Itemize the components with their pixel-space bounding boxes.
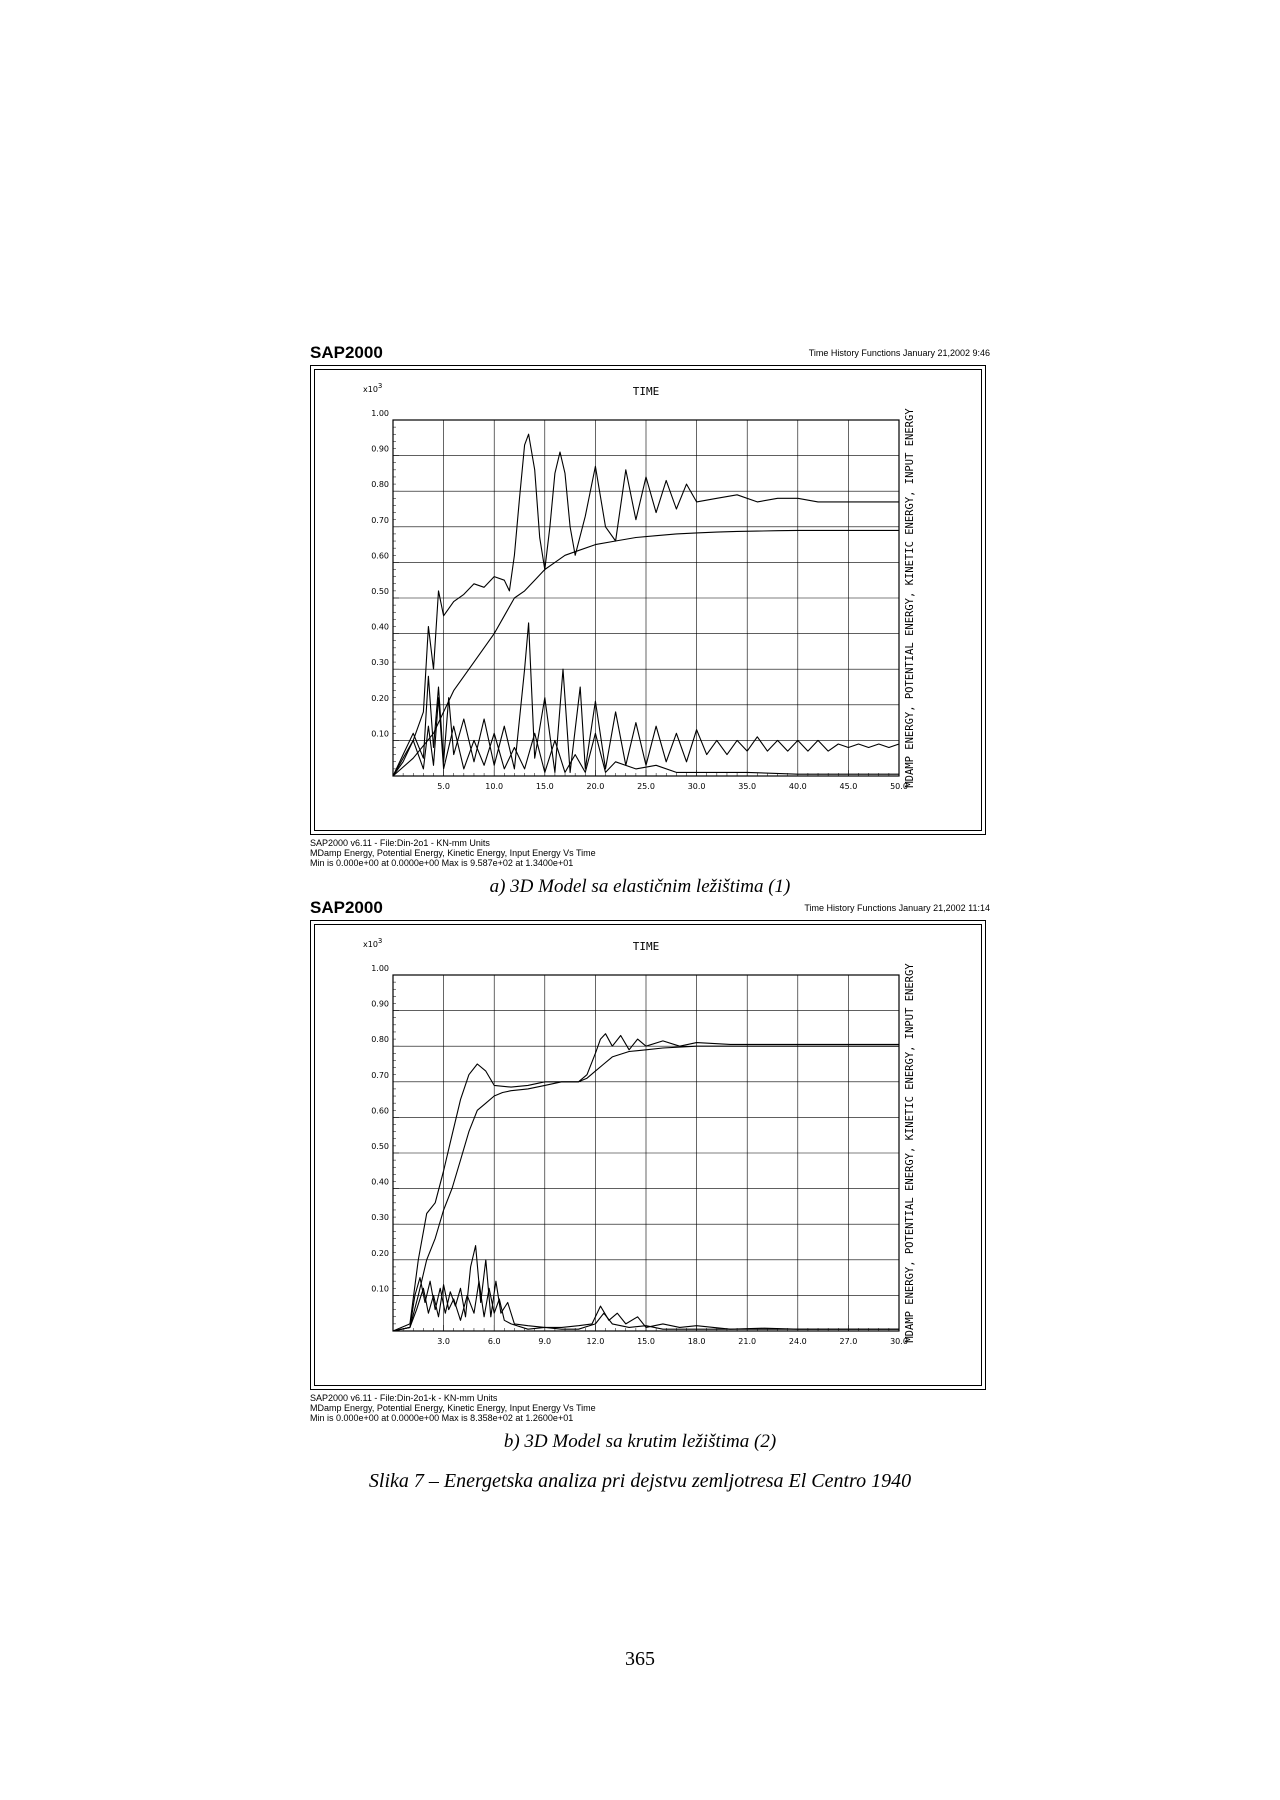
brand-label: SAP2000 [310,898,383,917]
y-multiplier-label: x103 [363,937,382,949]
x-tick-label: 30.0 [890,1337,908,1346]
y-tick-label: 1.00 [371,409,389,418]
x-tick-label: 3.0 [437,1337,450,1346]
x-tick-label: 18.0 [688,1337,706,1346]
y-tick-label: 0.30 [371,1213,389,1222]
x-tick-label: 21.0 [738,1337,756,1346]
header-info: Time History Functions January 21,2002 1… [804,903,990,913]
x-tick-label: 40.0 [789,782,807,791]
footer-line: MDamp Energy, Potential Energy, Kinetic … [310,848,596,858]
chart-panel-b: SAP2000 Time History Functions January 2… [310,898,990,1423]
x-tick-label: 25.0 [637,782,655,791]
y-tick-label: 0.60 [371,1106,389,1115]
panel-footer: SAP2000 v6.11 - File:Din-2o1-k - KN-mm U… [310,1393,596,1423]
y-axis-label: MDAMP ENERGY, POTENTIAL ENERGY, KINETIC … [904,963,916,1343]
y-tick-label: 0.80 [371,1035,389,1044]
footer-line: SAP2000 v6.11 - File:Din-2o1 - KN-mm Uni… [310,838,490,848]
x-tick-label: 50.0 [890,782,908,791]
chart-panel-a: SAP2000 Time History Functions January 2… [310,343,990,868]
caption-a: a) 3D Model sa elastičnim ležištima (1) [489,876,791,897]
x-tick-label: 10.0 [485,782,503,791]
y-tick-label: 0.10 [371,729,389,738]
header-info: Time History Functions January 21,2002 9… [808,348,990,358]
series-line [392,1033,899,1332]
x-tick-label: 35.0 [738,782,756,791]
y-tick-label: 0.50 [371,1142,389,1151]
page-number: 365 [625,1648,655,1670]
y-tick-label: 0.90 [371,445,389,454]
energy-chart-a: 5.0 10.0 15.0 20.0 25.0 30.0 35.0 40.0 45.0 50.0 0… [363,382,916,791]
chart-title: TIME [633,940,660,953]
energy-chart-b: 3.0 6.0 9.0 12.0 15.0 18.0 21.0 24.0 27.0 30.0 0.1… [363,937,916,1346]
series-line [392,697,899,777]
figure-caption: Slika 7 – Energetska analiza pri dejstvu… [368,1470,912,1492]
series-line [392,1280,899,1332]
footer-line: Min is 0.000e+00 at 0.0000e+00 Max is 8.… [310,1413,574,1423]
y-tick-label: 0.70 [371,516,389,525]
series-line [392,1045,899,1332]
y-tick-label: 0.30 [371,658,389,667]
y-tick-label: 0.60 [371,551,389,560]
x-tick-label: 9.0 [538,1337,551,1346]
plot-frame-inner: 3.0 6.0 9.0 12.0 15.0 18.0 21.0 24.0 27.0 30.0 0.1… [314,924,982,1386]
y-axis-label: MDAMP ENERGY, POTENTIAL ENERGY, KINETIC … [904,408,916,788]
x-tick-label: 6.0 [488,1337,501,1346]
panel-header: SAP2000 Time History Functions January 2… [310,343,990,365]
y-tick-label: 0.90 [371,1000,389,1009]
footer-line: Min is 0.000e+00 at 0.0000e+00 Max is 9.… [310,858,574,868]
plot-frame-inner: 5.0 10.0 15.0 20.0 25.0 30.0 35.0 40.0 45.0 50.0 0… [314,369,982,831]
x-tick-label: 30.0 [688,782,706,791]
x-tick-label: 15.0 [536,782,554,791]
x-tick-label: 5.0 [437,782,450,791]
y-tick-label: 0.20 [371,694,389,703]
y-tick-label: 0.10 [371,1284,389,1293]
y-multiplier-label: x103 [363,382,382,394]
x-tick-label: 20.0 [586,782,604,791]
x-tick-label: 12.0 [586,1337,604,1346]
y-tick-label: 0.40 [371,623,389,632]
x-tick-label: 24.0 [789,1337,807,1346]
y-tick-label: 0.80 [371,480,389,489]
plot-frame: 5.0 10.0 15.0 20.0 25.0 30.0 35.0 40.0 45.0 50.0 0… [310,365,986,835]
x-tick-label: 15.0 [637,1337,655,1346]
brand-label: SAP2000 [310,343,383,362]
y-tick-label: 0.40 [371,1178,389,1187]
series-line [392,433,899,777]
footer-line: SAP2000 v6.11 - File:Din-2o1-k - KN-mm U… [310,1393,498,1403]
y-tick-label: 1.00 [371,964,389,973]
plot-frame: 3.0 6.0 9.0 12.0 15.0 18.0 21.0 24.0 27.0 30.0 0.1… [310,920,986,1390]
x-tick-label: 27.0 [839,1337,857,1346]
series-line [392,622,900,777]
footer-line: MDamp Energy, Potential Energy, Kinetic … [310,1403,596,1413]
y-tick-label: 0.20 [371,1249,389,1258]
y-tick-label: 0.70 [371,1071,389,1080]
y-tick-label: 0.50 [371,587,389,596]
panel-footer: SAP2000 v6.11 - File:Din-2o1 - KN-mm Uni… [310,838,596,868]
caption-b: b) 3D Model sa krutim ležištima (2) [503,1431,777,1452]
chart-title: TIME [633,385,660,398]
panel-header: SAP2000 Time History Functions January 2… [310,898,990,920]
series-line [392,529,899,777]
x-tick-label: 45.0 [839,782,857,791]
series-line [392,1245,899,1332]
